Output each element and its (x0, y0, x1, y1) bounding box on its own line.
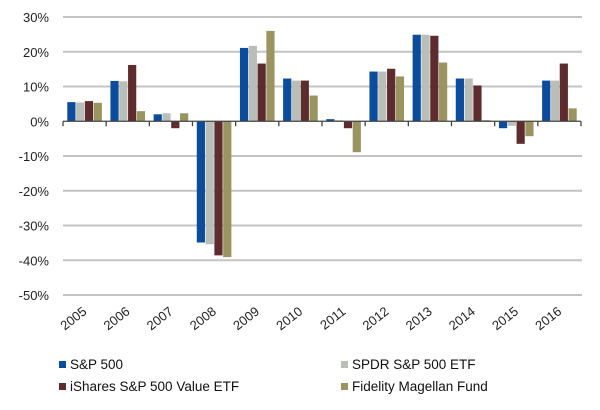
bar-ishares-s-p-500-value-etf-2006 (128, 64, 137, 122)
bar-fidelity-magellan-fund-2009 (266, 30, 275, 122)
bar-spdr-s-p-500-etf-2005 (76, 102, 85, 122)
y-tick-label: 0% (30, 114, 49, 129)
legend-swatch-sp500 (59, 361, 66, 368)
legend-item-sp500: S&P 500 (59, 357, 123, 372)
bar-ishares-s-p-500-value-etf-2015 (516, 121, 525, 144)
y-tick-label: -30% (19, 219, 50, 234)
bar-s-p-500-2016 (542, 80, 551, 122)
x-axis (62, 120, 582, 127)
x-tick-label: 2009 (230, 304, 262, 334)
bar-ishares-s-p-500-value-etf-2016 (559, 63, 568, 122)
legend-item-fidelity: Fidelity Magellan Fund (341, 379, 488, 394)
x-tick-label: 2015 (489, 304, 521, 334)
bar-fidelity-magellan-fund-2006 (136, 111, 146, 122)
y-axis-labels: 30% 20% 10% 0% -10% -20% -30% -40% -50% (19, 10, 50, 303)
gridlines (63, 16, 582, 296)
bar-fidelity-magellan-fund-2016 (568, 108, 577, 122)
bar-fidelity-magellan-fund-2013 (439, 62, 448, 122)
bar-s-p-500-2014 (455, 78, 464, 122)
bar-fidelity-magellan-fund-2007 (180, 113, 189, 122)
bar-s-p-500-2015 (498, 121, 508, 129)
bar-spdr-s-p-500-etf-2012 (378, 71, 387, 122)
bar-spdr-s-p-500-etf-2007 (162, 113, 171, 122)
bar-ishares-s-p-500-value-etf-2007 (171, 121, 180, 129)
x-tick-label: 2014 (446, 304, 478, 334)
bar-spdr-s-p-500-etf-2014 (464, 78, 473, 122)
y-tick-label: -10% (19, 149, 50, 164)
x-tick-label: 2005 (57, 304, 89, 334)
bar-s-p-500-2009 (239, 47, 249, 122)
y-tick-label: 20% (23, 45, 49, 60)
bar-ishares-s-p-500-value-etf-2008 (214, 121, 223, 256)
y-tick-label: 10% (23, 80, 49, 95)
bar-s-p-500-2005 (67, 102, 76, 122)
legend-swatch-fidelity (341, 383, 348, 390)
bar-s-p-500-2007 (153, 114, 162, 122)
legend-label-spdr: SPDR S&P 500 ETF (352, 357, 476, 372)
bar-fidelity-magellan-fund-2011 (352, 121, 361, 153)
bar-s-p-500-2012 (369, 71, 378, 122)
x-tick-label: 2006 (101, 304, 133, 334)
bar-ishares-s-p-500-value-etf-2014 (473, 85, 482, 122)
bar-s-p-500-2006 (110, 80, 119, 122)
y-tick-label: -50% (19, 288, 50, 303)
x-tick-label: 2013 (403, 304, 435, 334)
y-tick-label: -40% (19, 253, 50, 268)
bar-ishares-s-p-500-value-etf-2011 (343, 121, 353, 129)
y-tick-label: -20% (19, 184, 50, 199)
x-tick-label: 2010 (273, 304, 305, 334)
x-tick-label: 2011 (317, 304, 348, 333)
bar-spdr-s-p-500-etf-2009 (248, 45, 257, 122)
y-tick-label: 30% (23, 10, 49, 25)
legend-item-spdr: SPDR S&P 500 ETF (341, 357, 476, 372)
legend-swatch-spdr (341, 361, 348, 368)
bar-spdr-s-p-500-etf-2016 (550, 80, 560, 122)
bar-spdr-s-p-500-etf-2010 (291, 80, 301, 122)
legend-label-fidelity: Fidelity Magellan Fund (352, 379, 488, 394)
bar-s-p-500-2013 (412, 34, 421, 122)
bar-ishares-s-p-500-value-etf-2012 (387, 68, 396, 122)
legend-label-sp500: S&P 500 (70, 357, 124, 372)
legend-swatch-ishares (59, 383, 66, 390)
bar-fidelity-magellan-fund-2010 (309, 95, 318, 122)
bar-spdr-s-p-500-etf-2015 (507, 121, 516, 126)
x-tick-label: 2008 (187, 304, 219, 334)
bar-s-p-500-2010 (283, 78, 292, 122)
bar-s-p-500-2011 (326, 119, 335, 122)
bar-spdr-s-p-500-etf-2008 (205, 121, 214, 245)
legend-item-ishares: iShares S&P 500 Value ETF (59, 379, 239, 394)
bar-spdr-s-p-500-etf-2006 (119, 81, 128, 122)
bar-fidelity-magellan-fund-2012 (395, 76, 405, 122)
bar-fidelity-magellan-fund-2015 (525, 121, 534, 137)
bar-fidelity-magellan-fund-2005 (93, 102, 102, 122)
bar-ishares-s-p-500-value-etf-2013 (430, 35, 439, 122)
bar-s-p-500-2008 (196, 121, 205, 243)
x-tick-label: 2012 (360, 304, 392, 334)
bar-ishares-s-p-500-value-etf-2005 (84, 101, 94, 122)
bar-ishares-s-p-500-value-etf-2009 (257, 63, 266, 122)
x-axis-labels: 2005 2006 2007 2008 2009 2010 2011 2012 2013 2014… (57, 304, 564, 334)
x-tick-label: 2016 (532, 304, 564, 334)
legend-label-ishares: iShares S&P 500 Value ETF (70, 379, 240, 394)
bar-fidelity-magellan-fund-2008 (223, 121, 232, 258)
bar-ishares-s-p-500-value-etf-2010 (300, 80, 309, 122)
bar-spdr-s-p-500-etf-2013 (421, 34, 430, 122)
bars (67, 30, 577, 258)
x-tick-label: 2007 (144, 304, 176, 334)
